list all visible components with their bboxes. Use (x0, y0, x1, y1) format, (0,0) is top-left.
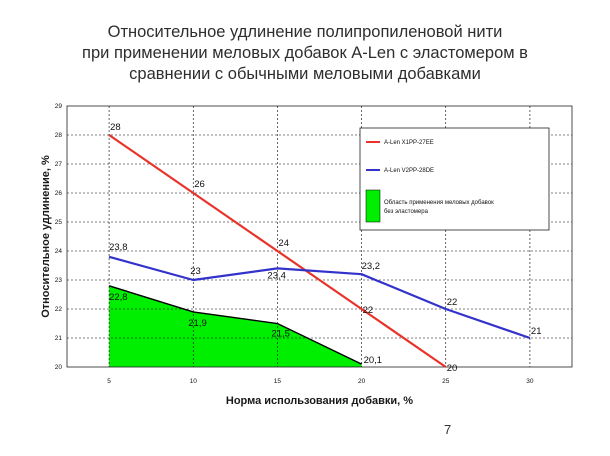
area-outline (108, 285, 362, 365)
y-tick-label: 27 (55, 161, 63, 168)
x-tick-label: 30 (526, 378, 534, 385)
data-label: 23,2 (362, 261, 381, 272)
x-axis-label: Норма использования добавки, % (226, 395, 413, 407)
legend-label: A-Len V2PP-28DE (384, 168, 434, 174)
x-tick-label: 10 (190, 378, 198, 385)
title-line-2: при применении меловых добавок A-Len с э… (82, 44, 528, 62)
y-tick-label: 24 (55, 248, 63, 255)
data-label: 23 (190, 266, 201, 277)
y-axis-label: Относительное удлинение, % (40, 155, 52, 318)
data-label: 22 (447, 297, 458, 308)
legend-label: Область применения меловых добавок (384, 200, 494, 206)
data-label: 20,1 (364, 355, 383, 366)
series-line-blue (108, 255, 531, 340)
y-tick-label: 25 (55, 219, 63, 226)
data-label: 28 (110, 122, 121, 133)
title-line-3: сравнении с обычными меловыми добавками (129, 65, 481, 83)
data-label: 26 (194, 179, 205, 190)
title-line-1: Относительное удлинение полипропиленовой… (107, 23, 503, 41)
data-label: 21,9 (188, 318, 207, 329)
x-tick-label: 25 (442, 378, 450, 385)
legend-label: A-Len X1PP-27EE (384, 140, 434, 146)
series-line-red (108, 134, 447, 368)
y-tick-label: 23 (55, 277, 63, 284)
plot-frame (66, 105, 573, 368)
y-tick-label: 21 (55, 335, 63, 342)
legend-box (359, 127, 550, 231)
legend-label: без эластомера (384, 209, 429, 215)
slide-title: Относительное удлинение полипропиленовой… (0, 22, 610, 85)
page-number: 7 (444, 422, 452, 437)
y-tick-label: 26 (55, 190, 63, 197)
data-label: 22 (363, 305, 374, 316)
data-label: 23,8 (109, 242, 128, 253)
x-tick-label: 5 (107, 378, 111, 385)
data-label: 23,4 (267, 270, 286, 281)
y-tick-label: 20 (55, 364, 63, 371)
x-tick-label: 20 (358, 378, 366, 385)
x-tick-label: 15 (274, 378, 282, 385)
y-tick-label: 22 (55, 306, 63, 313)
y-tick-label: 29 (55, 103, 63, 110)
legend-swatch-area (365, 189, 381, 223)
data-label: 22,8 (109, 292, 128, 303)
y-tick-label: 28 (55, 132, 63, 139)
data-label: 24 (278, 238, 289, 249)
data-label: 21 (531, 326, 542, 337)
data-label: 20 (447, 363, 458, 374)
data-label: 21,5 (271, 329, 290, 340)
